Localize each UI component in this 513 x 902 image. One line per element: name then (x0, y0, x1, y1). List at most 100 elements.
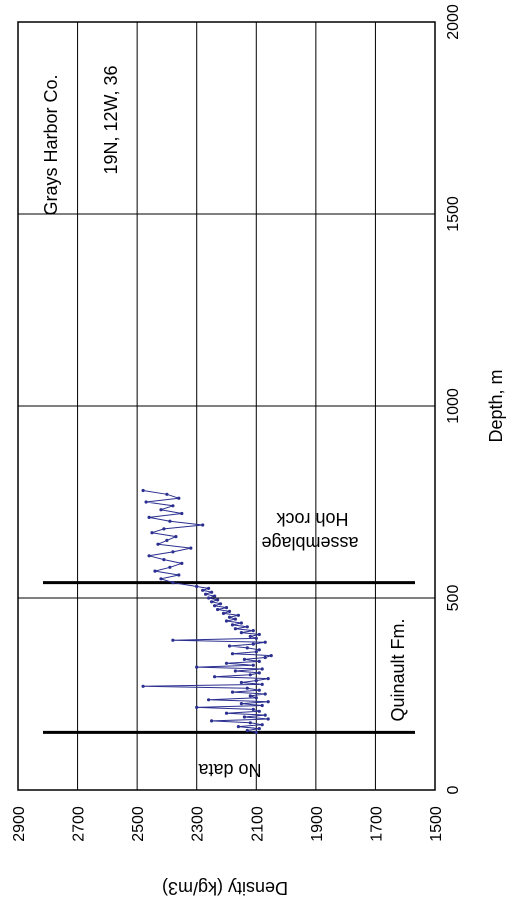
data-point (218, 602, 223, 606)
data-point (195, 705, 199, 710)
data-point (239, 621, 243, 625)
data-point (210, 719, 214, 723)
data-point (174, 535, 178, 539)
location-township-label: 19N, 12W, 36 (101, 65, 121, 174)
data-point (239, 702, 243, 706)
data-point (171, 638, 175, 642)
data-point (180, 561, 184, 566)
data-point (263, 692, 267, 696)
data-point (227, 644, 232, 648)
data-point (195, 665, 199, 669)
data-point (224, 606, 229, 610)
data-point (171, 550, 175, 554)
data-point (153, 569, 157, 573)
data-point (213, 594, 217, 598)
data-point (165, 538, 169, 543)
data-point (257, 659, 261, 664)
data-point (177, 573, 181, 577)
data-point (260, 703, 264, 708)
data-point (213, 675, 217, 679)
data-point (141, 684, 145, 688)
data-point (251, 663, 255, 667)
data-point (254, 696, 258, 700)
data-point (207, 596, 211, 600)
data-point (236, 725, 240, 729)
data-point (201, 588, 205, 592)
data-point (257, 727, 261, 731)
hoh-label-line2: assemblage (261, 533, 358, 553)
data-point (230, 690, 235, 694)
hoh-label: Hoh rock assemblage (261, 509, 358, 553)
data-point (162, 558, 166, 562)
data-point (210, 600, 214, 604)
data-point (227, 609, 232, 614)
data-point (251, 629, 255, 633)
data-point (263, 655, 267, 660)
data-point (242, 715, 246, 719)
data-point (254, 650, 258, 654)
data-point (260, 723, 264, 727)
data-point (221, 611, 226, 616)
data-point (224, 711, 229, 715)
data-point (168, 565, 172, 569)
density-tick-label: 2500 (130, 806, 147, 842)
density-tick-label: 2700 (71, 806, 88, 842)
data-point (266, 717, 270, 721)
data-point (257, 688, 261, 692)
data-point (266, 677, 270, 681)
data-point (245, 728, 249, 733)
data-point (260, 682, 264, 687)
depth-tick-label: 500 (445, 585, 462, 612)
grid (17, 21, 436, 791)
data-point (248, 673, 252, 677)
data-point (254, 636, 258, 640)
data-point (195, 584, 199, 589)
data-point (245, 625, 249, 629)
depth-axis-title: Depth, m (486, 369, 506, 442)
density-tick-label: 1700 (368, 806, 385, 842)
data-point (177, 496, 181, 500)
data-point (150, 531, 154, 535)
data-point (245, 686, 249, 690)
data-point (257, 709, 261, 713)
data-point (224, 661, 229, 665)
density-tick-label: 1500 (428, 806, 445, 842)
data-point (257, 648, 261, 652)
data-point (239, 680, 243, 685)
data-point (171, 504, 175, 508)
data-point (257, 632, 261, 637)
data-point (251, 642, 255, 646)
data-point (260, 667, 264, 671)
data-point (168, 519, 172, 523)
depth-tick-label: 2000 (445, 4, 462, 40)
data-point (204, 592, 208, 596)
data-point (171, 581, 175, 585)
data-point (233, 617, 237, 621)
data-point (216, 598, 220, 602)
density-tick-label: 2100 (249, 806, 266, 842)
data-point (230, 652, 235, 656)
data-point (239, 631, 243, 635)
data-point (147, 554, 151, 558)
tick-labels: 1500 1700 1900 2100 2300 2500 2700 2900 0 500 1000… (11, 4, 462, 842)
density-tick-label: 2300 (190, 806, 207, 842)
data-point (233, 669, 237, 673)
data-point (245, 646, 249, 650)
data-point (248, 694, 252, 698)
density-axis-title: Density (kg/m3) (162, 878, 288, 898)
density-tick-label: 1900 (309, 806, 326, 842)
formation-boundaries (43, 581, 415, 734)
data-point (210, 590, 214, 594)
no-data-label: No data (197, 760, 261, 780)
data-point (266, 700, 270, 704)
series-line (143, 490, 272, 733)
data-point (144, 500, 148, 504)
data-point (269, 654, 273, 658)
hoh-label-line1: Hoh rock (275, 509, 348, 529)
data-point (201, 523, 205, 527)
data-point (207, 698, 211, 702)
data-point (248, 634, 252, 639)
data-point (254, 730, 258, 735)
data-point (254, 679, 258, 683)
